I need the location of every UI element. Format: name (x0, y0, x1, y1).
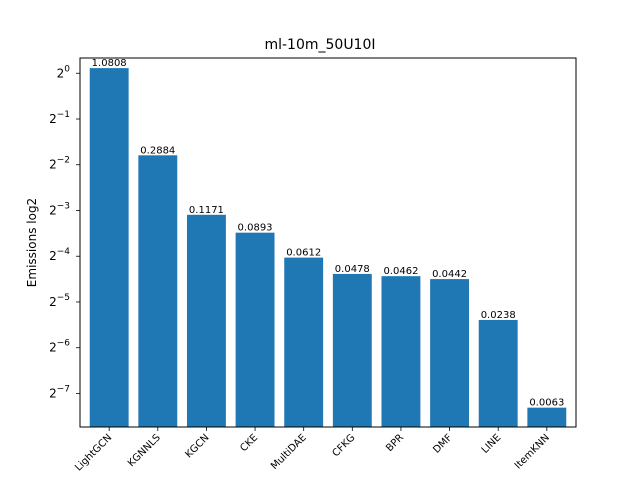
data-label-bpr: 0.0462 (383, 266, 418, 277)
y-tick-label: 2−5 (49, 293, 70, 309)
bar-cfkg (332, 273, 372, 427)
data-label-kgcn: 0.1171 (189, 205, 224, 216)
data-label-multidae: 0.0612 (286, 248, 321, 259)
data-label-line: 0.0238 (481, 310, 516, 321)
bar-multidae (284, 257, 324, 427)
x-tick-label-cfkg: CFKG (331, 432, 358, 459)
x-tick-label-kgcn: KGCN (183, 432, 211, 460)
y-axis-label: Emissions log2 (25, 198, 39, 287)
y-tick-label: 2−6 (49, 339, 70, 355)
y-tick-label: 20 (57, 64, 71, 80)
data-label-lightgcn: 1.0808 (92, 58, 127, 69)
y-tick-label: 2−3 (49, 201, 70, 217)
y-tick-label: 2−1 (49, 110, 70, 126)
y-tick-label: 2−7 (49, 384, 70, 400)
x-tick-label-itemknn: ItemKNN (513, 432, 552, 471)
x-tick-label-multidae: MultiDAE (269, 432, 309, 472)
bar-dmf (430, 279, 470, 427)
x-tick-label-bpr: BPR (384, 432, 406, 454)
bar-lightgcn (89, 68, 129, 428)
x-tick-label-line: LINE (480, 432, 504, 456)
bar-cke (235, 232, 275, 427)
x-tick-label-lightgcn: LightGCN (73, 432, 114, 473)
bars-group (89, 68, 567, 428)
data-label-itemknn: 0.0063 (529, 398, 564, 409)
data-label-cke: 0.0893 (238, 223, 273, 234)
data-label-cfkg: 0.0478 (335, 264, 370, 275)
data-label-dmf: 0.0442 (432, 269, 467, 280)
bar-itemknn (527, 407, 567, 427)
data-labels-group: 1.0808 0.2884 0.1171 0.0893 0.0612 0.0478 0.04… (92, 58, 565, 409)
y-axis-ticks: 20 2−1 2−2 2−3 2−4 2−5 2−6 2−7 (49, 64, 80, 400)
bar-bpr (381, 276, 421, 427)
bar-kgnnls (138, 155, 178, 427)
x-tick-label-cke: CKE (238, 432, 260, 454)
y-tick-label: 2−2 (49, 156, 70, 172)
data-label-kgnnls: 0.2884 (140, 145, 175, 156)
bar-line (478, 319, 518, 427)
x-tick-label-dmf: DMF (431, 432, 455, 456)
plot-frame (79, 57, 577, 428)
y-tick-label: 2−4 (49, 247, 70, 263)
bar-kgcn (186, 214, 226, 427)
x-tick-label-kgnnls: KGNNLS (126, 432, 163, 469)
chart-title: ml-10m_50U10I (264, 37, 375, 53)
x-axis-ticks: LightGCN KGNNLS KGCN CKE MultiDAE CFKG BPR DMF L… (73, 427, 552, 473)
